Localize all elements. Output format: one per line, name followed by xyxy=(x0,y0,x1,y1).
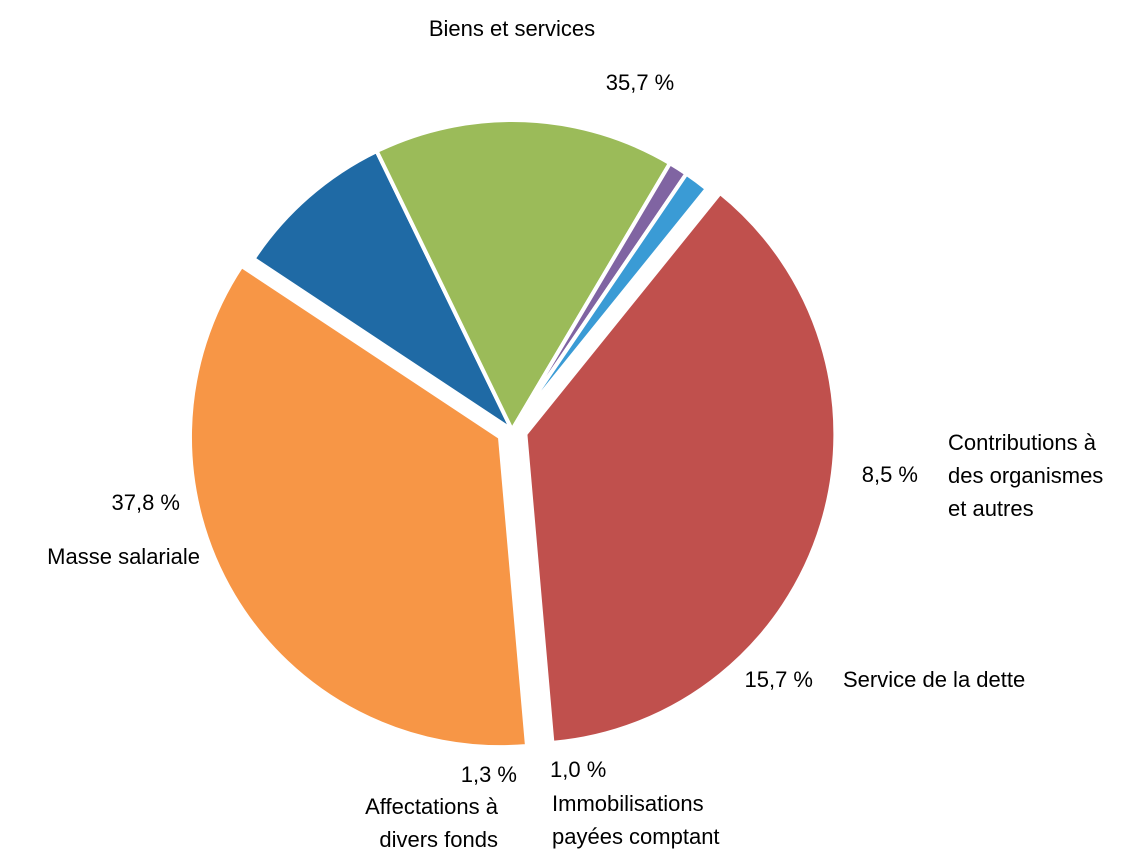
slice-label-line: et autres xyxy=(948,496,1034,521)
slice-label-line: Affectations à xyxy=(365,794,499,819)
slice-label-line: Service de la dette xyxy=(843,667,1025,692)
slice-label-4: Immobilisations payées comptant xyxy=(552,791,720,849)
slice-value-label-3: 15,7 % xyxy=(745,667,814,692)
slice-value-label-6: 37,8 % xyxy=(112,490,181,515)
pie-slice-3 xyxy=(374,118,673,435)
slice-label-line: payées comptant xyxy=(552,824,720,849)
pie-slice-2 xyxy=(250,148,517,436)
pie-slice-6 xyxy=(523,190,838,746)
pie-slice-5 xyxy=(510,170,710,432)
slice-value-label-1: 35,7 % xyxy=(606,70,675,95)
pie-slices xyxy=(188,118,838,750)
slice-label-line: Biens et services xyxy=(429,16,595,41)
slice-label-line: Contributions à xyxy=(948,430,1097,455)
slice-value-label-4: 1,0 % xyxy=(550,757,606,782)
slice-label-3: Service de la dette xyxy=(843,667,1025,692)
slice-label-line: Masse salariale xyxy=(47,544,200,569)
pie-labels: Biens et services 35,7 % Contributions à de… xyxy=(47,16,1103,852)
slice-label-line: divers fonds xyxy=(379,827,498,852)
slice-label-line: Immobilisations xyxy=(552,791,704,816)
slice-label-1: Biens et services xyxy=(429,16,595,41)
slice-value-label-5: 1,3 % xyxy=(461,762,517,787)
pie-slice-1 xyxy=(188,263,530,750)
slice-label-5: Affectations à divers fonds xyxy=(365,794,499,852)
slice-value-label-2: 8,5 % xyxy=(862,462,918,487)
slice-label-2: Contributions à des organismes et autres xyxy=(948,430,1103,521)
slice-label-line: des organismes xyxy=(948,463,1103,488)
slice-label-6: Masse salariale xyxy=(47,544,200,569)
